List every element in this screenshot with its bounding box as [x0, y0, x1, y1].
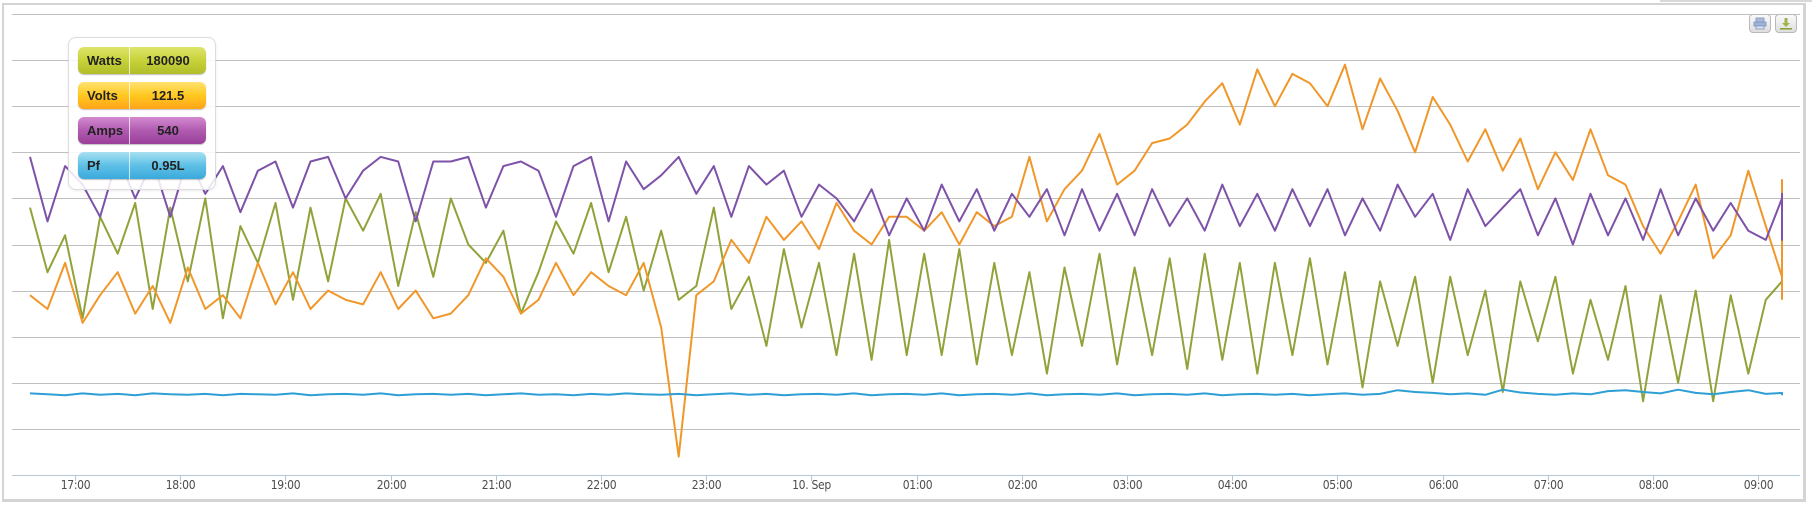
- x-tick-label: 22:00: [586, 478, 617, 492]
- x-tick-label: 06:00: [1428, 478, 1459, 492]
- legend-value: 540: [157, 123, 179, 138]
- x-tick-label: 19:00: [270, 478, 301, 492]
- x-tick-label: 18:00: [165, 478, 196, 492]
- legend-value: 121.5: [151, 88, 185, 103]
- x-axis: [12, 475, 1800, 481]
- series-line-pf[interactable]: [29, 388, 1783, 397]
- x-tick-label: 09:00: [1743, 478, 1774, 492]
- legend-label: Amps: [78, 117, 130, 144]
- legend-label: Pf: [78, 152, 130, 179]
- x-tick-label: 03:00: [1112, 478, 1143, 492]
- legend-item-volts[interactable]: Volts 121.5: [78, 82, 206, 109]
- series-line-amps[interactable]: [29, 155, 1783, 246]
- legend-label: Volts: [78, 82, 130, 109]
- x-tick-label: 05:00: [1322, 478, 1353, 492]
- top-border-strip: [1660, 0, 1812, 2]
- legend-item-watts[interactable]: Watts 180090: [78, 47, 206, 74]
- x-tick-label: 08:00: [1638, 478, 1669, 492]
- legend-label: Watts: [78, 47, 130, 74]
- x-tick-label: 21:00: [481, 478, 512, 492]
- print-button[interactable]: [1749, 14, 1771, 33]
- legend-item-pf[interactable]: Pf 0.95L: [78, 152, 206, 179]
- legend-value: 0.95L: [151, 158, 185, 173]
- series-line-volts[interactable]: [29, 63, 1783, 458]
- x-tick-label: 01:00: [902, 478, 933, 492]
- export-button[interactable]: [1775, 14, 1797, 33]
- legend-item-amps[interactable]: Amps 540: [78, 117, 206, 144]
- x-tick-label: 10. Sep: [792, 478, 831, 492]
- series-line-watts[interactable]: [29, 192, 1783, 403]
- x-tick-label: 20:00: [376, 478, 407, 492]
- download-icon: [1780, 18, 1792, 30]
- chart-legend: Watts 180090 Volts 121.5 Amps 540 Pf 0.9…: [68, 37, 216, 190]
- x-tick-label: 04:00: [1217, 478, 1248, 492]
- legend-value: 180090: [146, 53, 190, 68]
- x-tick-label: 23:00: [691, 478, 722, 492]
- x-tick-label: 07:00: [1533, 478, 1564, 492]
- x-tick-label: 17:00: [60, 478, 91, 492]
- printer-icon: [1753, 17, 1767, 30]
- x-tick-label: 02:00: [1007, 478, 1038, 492]
- chart-series: [29, 63, 1783, 458]
